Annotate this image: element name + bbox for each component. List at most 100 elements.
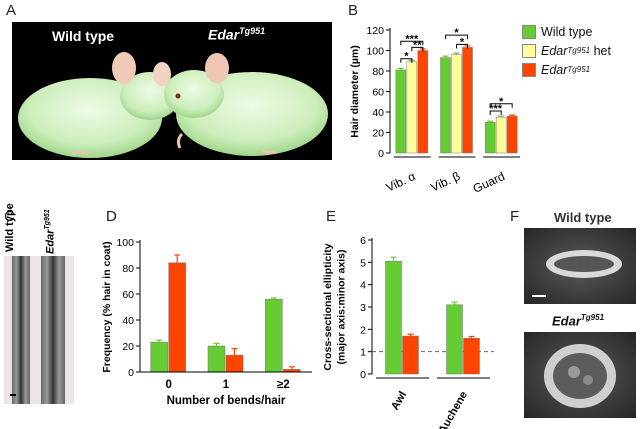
legend-label-suffix: het: [590, 43, 611, 58]
significance-bracket: [411, 46, 424, 52]
label-base: Edar: [552, 313, 581, 329]
bar: [446, 304, 463, 375]
significance-label: ***: [489, 103, 503, 115]
panel-d-letter: D: [106, 208, 117, 225]
category-label: Vib. α: [384, 169, 418, 192]
legend-label-sup: Tg951: [567, 46, 591, 55]
label-sup: Tg951: [44, 209, 51, 230]
label-sup: Tg951: [580, 313, 605, 322]
y-tick-label: 0: [360, 369, 366, 381]
y-tick-label: 20: [372, 128, 384, 140]
wild-type-hair-strand: [12, 256, 30, 404]
legend: Wild type Edar Tg951 het Edar Tg951: [522, 22, 640, 79]
legend-label-sup: Tg951: [567, 65, 591, 74]
photo-label-wild-type: Wild type: [52, 28, 115, 44]
y-tick-label: 60: [122, 289, 134, 301]
hair-label-edar-tg951: EdarTg951: [44, 209, 57, 254]
significance-label: *: [499, 96, 504, 108]
sem-label-edar-tg951: EdarTg951: [552, 313, 604, 328]
panel-a-letter: A: [6, 2, 17, 19]
bar: [207, 345, 226, 373]
label-base: Edar: [208, 26, 240, 43]
panel-b-letter: B: [348, 2, 359, 19]
edar-cross-section: [524, 332, 636, 418]
wild-type-cross-section: [524, 228, 636, 304]
y-tick-label: 0: [128, 367, 134, 379]
y-axis-label: Cross-sectional ellipticity: [322, 243, 334, 370]
bar: [495, 116, 507, 154]
category-label: Awl: [389, 390, 409, 413]
significance-bracket: [456, 43, 468, 49]
panel-e-letter: E: [326, 208, 337, 225]
significance-bracket: [489, 103, 513, 108]
y-tick-label: 6: [360, 235, 366, 247]
bar: [385, 260, 402, 375]
x-axis-label: Number of bends/hair: [167, 395, 286, 407]
label-base: Edar: [44, 229, 57, 254]
legend-item: Edar Tg951 het: [522, 41, 640, 60]
category-label: 1: [223, 379, 230, 391]
y-axis-label: Hair diameter (µm): [349, 45, 361, 137]
category-label: 0: [165, 379, 171, 391]
legend-label: Edar: [541, 62, 568, 77]
bar: [440, 57, 451, 154]
y-tick-label: 80: [372, 66, 384, 78]
bar: [395, 69, 407, 154]
y-tick-label: 3: [360, 302, 366, 314]
significance-bracket: [445, 34, 468, 40]
y-tick-label: 5: [360, 257, 366, 269]
y-tick-label: 20: [122, 341, 134, 353]
hair-diameter-chart: 0 20 40 60 80 100 120 Hair diameter (µm) Vib. α V…: [349, 25, 520, 192]
y-tick-label: 4: [360, 280, 366, 292]
y-tick-label: 100: [116, 237, 134, 249]
significance-bracket: [400, 40, 424, 46]
category-label: Vib. β: [429, 169, 463, 192]
y-axis-label: Frequency (% hair in coat): [101, 241, 113, 372]
y-axis-label: (major axis:minor axis): [336, 250, 348, 365]
bar: [484, 122, 496, 154]
y-tick-label: 40: [122, 315, 134, 327]
legend-label: Wild type: [541, 24, 593, 39]
y-tick-label: 100: [366, 46, 384, 58]
y-tick-label: 40: [372, 107, 384, 119]
hair-micrograph: [4, 256, 74, 404]
bar: [168, 262, 186, 373]
category-label: ≥2: [277, 379, 290, 391]
label-sup: Tg951: [239, 26, 266, 36]
y-tick-label: 2: [360, 324, 366, 336]
significance-bracket: [400, 58, 413, 63]
hair-strands: [10, 256, 65, 404]
y-tick-label: 0: [378, 148, 384, 160]
ellipticity-chart: 0 1 2 3 4 5 6 Cross-sectional ellipticity (major…: [322, 235, 494, 429]
y-tick-label: 60: [372, 87, 384, 99]
legend-swatch: [522, 62, 536, 77]
significance-label: *: [460, 36, 465, 48]
bar: [451, 54, 462, 154]
sem-label-wild-type: Wild type: [554, 210, 612, 225]
y-tick-label: 1: [360, 347, 366, 359]
mice-photo: Wild type EdarTg951: [12, 22, 332, 160]
y-tick-label: 80: [122, 263, 134, 275]
hair-label-wild-type: Wild type: [4, 203, 16, 252]
bar: [265, 298, 283, 373]
legend-item: Wild type: [522, 22, 640, 41]
significance-bracket: [489, 110, 502, 115]
bar: [417, 50, 429, 154]
wild-type-mouse: [18, 52, 180, 158]
category-label: Auchene: [436, 390, 470, 429]
panel-c-letter: C: [4, 208, 15, 225]
edar-hair-strand: [41, 256, 65, 404]
significance-label: ***: [405, 33, 419, 45]
category-label: Guard: [471, 169, 507, 192]
legend-item: Edar Tg951: [522, 60, 640, 79]
edar-tg951-mouse: [164, 53, 328, 156]
sem-edar-tg951: [524, 332, 636, 418]
bar: [402, 335, 419, 375]
bar: [225, 354, 244, 373]
mice-illustration: [18, 52, 328, 158]
bar: [406, 61, 418, 154]
bar: [150, 341, 168, 373]
significance-label: *: [404, 51, 409, 63]
legend-swatch: [522, 43, 536, 58]
sem-wild-type: [524, 228, 636, 304]
